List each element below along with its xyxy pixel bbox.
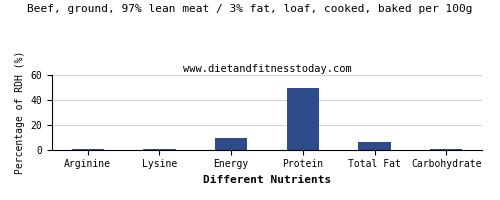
Text: Beef, ground, 97% lean meat / 3% fat, loaf, cooked, baked per 100g: Beef, ground, 97% lean meat / 3% fat, lo… xyxy=(27,4,473,14)
Bar xyxy=(72,149,104,150)
X-axis label: Different Nutrients: Different Nutrients xyxy=(203,175,331,185)
Bar xyxy=(215,138,247,150)
Y-axis label: Percentage of RDH (%): Percentage of RDH (%) xyxy=(15,51,25,174)
Bar xyxy=(430,149,462,150)
Bar xyxy=(358,142,390,150)
Bar xyxy=(144,149,176,150)
Title: www.dietandfitnesstoday.com: www.dietandfitnesstoday.com xyxy=(182,64,352,74)
Bar xyxy=(286,88,319,150)
